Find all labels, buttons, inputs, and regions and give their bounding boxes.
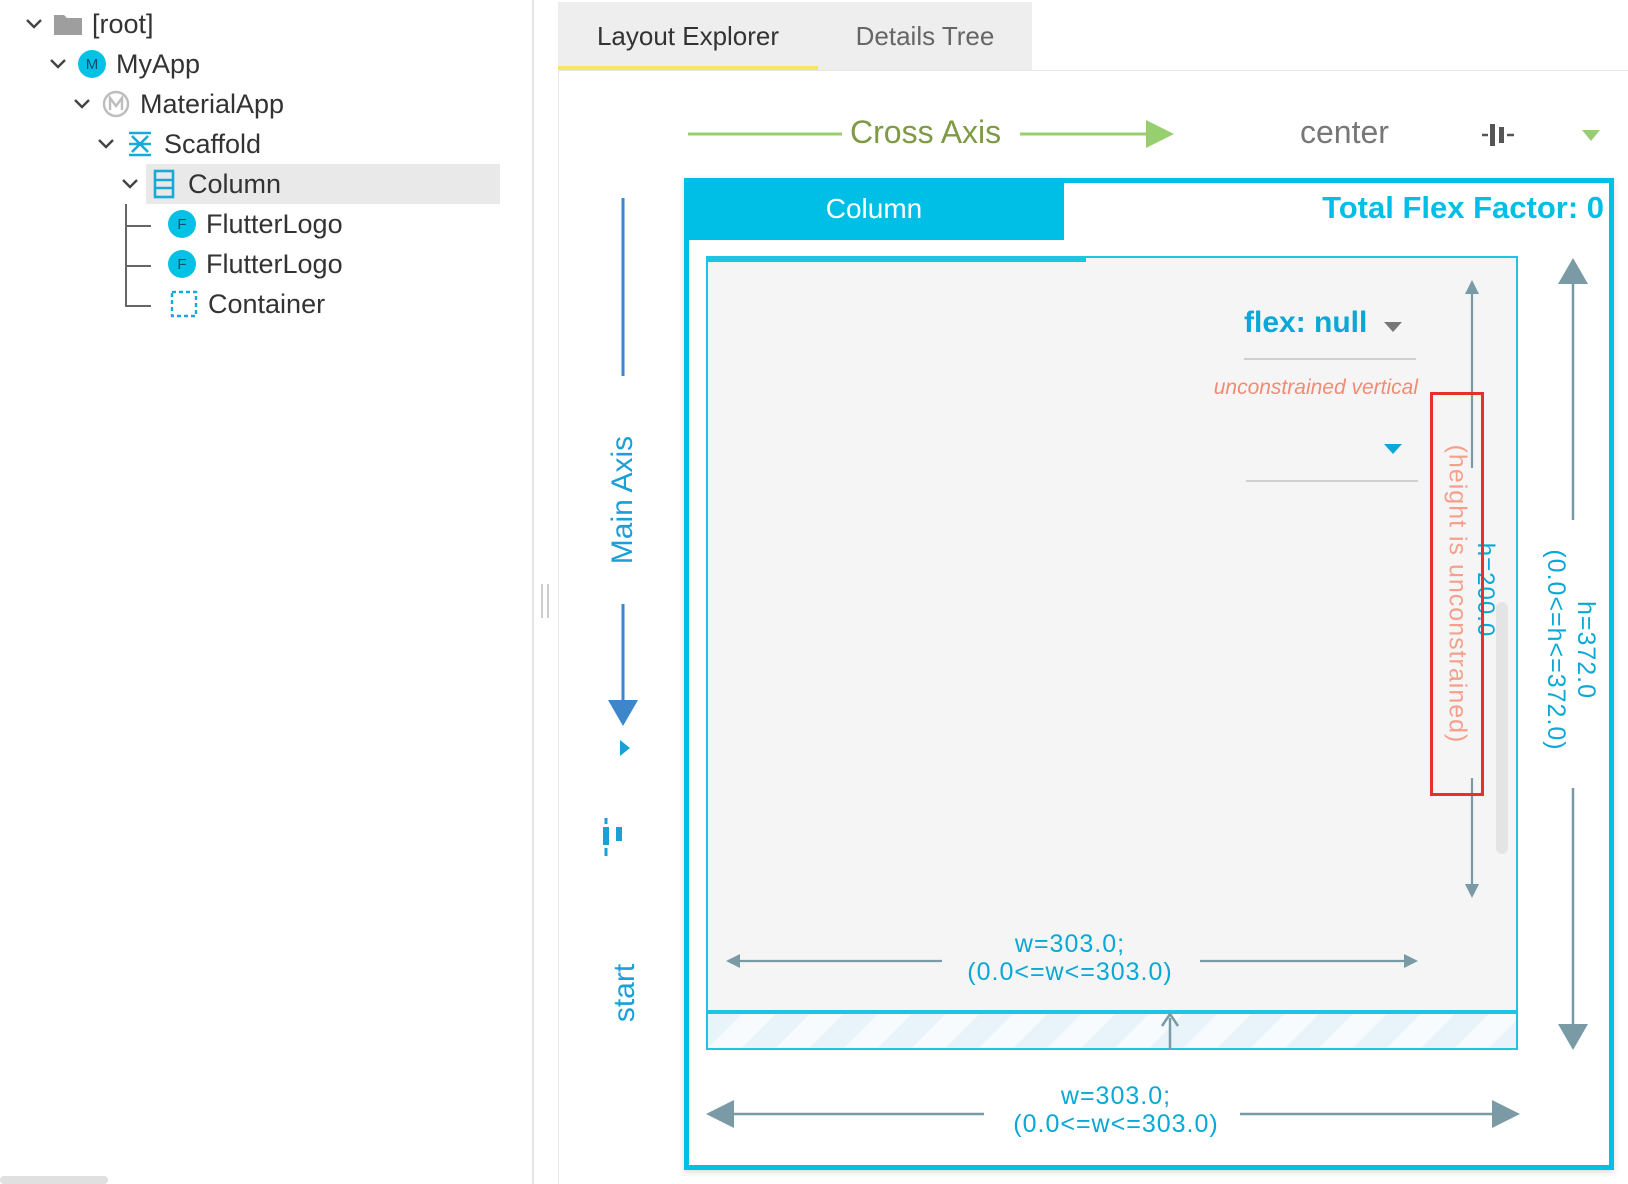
flex-dropdown-underline xyxy=(1244,358,1416,360)
tree-node-flutterlogo[interactable]: F FlutterLogo xyxy=(168,244,343,284)
column-height-text: h=372.0 (0.0<=h<=372.0) xyxy=(1541,549,1601,750)
child-height-arrow xyxy=(1465,280,1479,898)
panel-splitter-handle[interactable] xyxy=(541,584,549,618)
column-height-value: h=372.0 xyxy=(1572,600,1600,700)
tab-divider xyxy=(558,70,1628,71)
align-start-icon xyxy=(603,818,622,856)
tree-connector-line xyxy=(125,204,127,306)
folder-icon xyxy=(54,10,82,38)
active-tab-indicator xyxy=(558,66,818,70)
cross-axis-arrow xyxy=(688,120,1174,148)
badge-letter: M xyxy=(78,50,106,78)
tree-node-materialapp[interactable]: MaterialApp xyxy=(72,84,284,124)
cross-axis-label: Cross Axis xyxy=(850,114,1002,150)
chevron-down-icon[interactable] xyxy=(96,134,116,154)
badge-letter: F xyxy=(168,250,196,278)
child-width-label: w=303.0; (0.0<=w<=303.0) xyxy=(930,930,1210,986)
align-center-icon xyxy=(1482,124,1514,146)
flex-dropdown-value[interactable]: flex: null xyxy=(1244,306,1368,339)
column-height-label: h=372.0 (0.0<=h<=372.0) xyxy=(1536,520,1606,780)
main-axis-label: Main Axis xyxy=(598,400,648,600)
tree-node-label: FlutterLogo xyxy=(206,208,343,239)
child-flutterlogo-box[interactable] xyxy=(706,256,1518,1012)
column-icon xyxy=(150,169,178,199)
tree-node-container[interactable]: Container xyxy=(170,284,325,324)
column-width-label: w=303.0; (0.0<=w<=303.0) xyxy=(966,1082,1266,1138)
tree-selection-highlight xyxy=(146,164,500,204)
unconstrained-warning: unconstrained vertical xyxy=(1213,376,1418,399)
tree-node-root[interactable]: [root] xyxy=(24,4,154,44)
tree-node-scaffold[interactable]: Scaffold xyxy=(96,124,261,164)
highlight-box xyxy=(1430,392,1484,796)
child-width-value: w=303.0; xyxy=(1014,930,1126,958)
scaffold-icon xyxy=(126,130,154,158)
column-title-tab[interactable]: Column xyxy=(684,178,1064,240)
tree-node-column[interactable]: Column xyxy=(120,164,281,204)
tab-bar: Layout Explorer Details Tree xyxy=(558,2,1032,70)
child-top-indicator xyxy=(708,257,1086,262)
tree-connector-line xyxy=(125,225,151,227)
tree-node-label: [root] xyxy=(92,8,154,39)
tree-node-label: Container xyxy=(208,288,326,319)
main-axis-arrow xyxy=(608,198,638,726)
fit-dropdown-icon[interactable] xyxy=(1382,442,1406,456)
tree-node-label: Column xyxy=(188,168,282,199)
column-width-arrow xyxy=(706,1100,1520,1128)
tree-node-label: MaterialApp xyxy=(140,88,285,119)
fit-dropdown-underline xyxy=(1246,480,1418,482)
cross-axis-alignment-value[interactable]: center xyxy=(1300,114,1389,150)
tree-node-flutterlogo[interactable]: F FlutterLogo xyxy=(168,204,343,244)
tree-connector-line xyxy=(125,305,151,307)
free-space-region xyxy=(706,1012,1518,1050)
child-vertical-scrollbar[interactable] xyxy=(1496,602,1508,854)
tree-node-label: Scaffold xyxy=(164,128,262,159)
column-height-arrow xyxy=(1558,258,1588,1050)
chevron-down-icon[interactable] xyxy=(72,94,92,114)
chevron-down-icon[interactable] xyxy=(48,54,68,74)
main-axis-label-text: Main Axis xyxy=(606,435,639,565)
total-flex-factor: Total Flex Factor: 0 xyxy=(1322,190,1604,225)
chevron-down-icon[interactable] xyxy=(24,14,44,34)
chevron-down-icon[interactable] xyxy=(120,174,140,194)
main-axis-alignment-text: start xyxy=(608,963,641,1023)
tree-node-myapp[interactable]: M MyApp xyxy=(48,44,200,84)
f-badge-icon: F xyxy=(168,250,196,278)
tab-layout-explorer[interactable]: Layout Explorer xyxy=(596,20,780,51)
tab-details-tree[interactable]: Details Tree xyxy=(855,20,995,51)
m-badge-icon: M xyxy=(78,50,106,78)
f-badge-icon: F xyxy=(168,210,196,238)
column-width-value: w=303.0; xyxy=(1060,1082,1172,1110)
material-app-icon xyxy=(102,90,130,118)
child-width-constraint: (0.0<=w<=303.0) xyxy=(967,958,1173,986)
main-axis-dropdown-icon[interactable] xyxy=(618,738,632,758)
tree-horizontal-scrollbar[interactable] xyxy=(0,1176,108,1184)
tree-connector-line xyxy=(125,265,151,267)
free-space-arrow xyxy=(1160,1011,1180,1050)
tree-node-label: FlutterLogo xyxy=(206,248,343,279)
badge-letter: F xyxy=(168,210,196,238)
cross-axis-dropdown-icon[interactable] xyxy=(1580,128,1604,144)
flex-dropdown-icon[interactable] xyxy=(1382,320,1406,334)
tree-node-label: MyApp xyxy=(116,48,201,79)
column-width-constraint: (0.0<=w<=303.0) xyxy=(1013,1110,1219,1138)
child-width-arrow xyxy=(726,954,1418,968)
column-height-constraint: (0.0<=h<=372.0) xyxy=(1542,549,1570,751)
content-border xyxy=(558,70,559,1184)
main-axis-alignment-value[interactable]: start xyxy=(600,948,650,1038)
container-icon xyxy=(170,290,198,318)
